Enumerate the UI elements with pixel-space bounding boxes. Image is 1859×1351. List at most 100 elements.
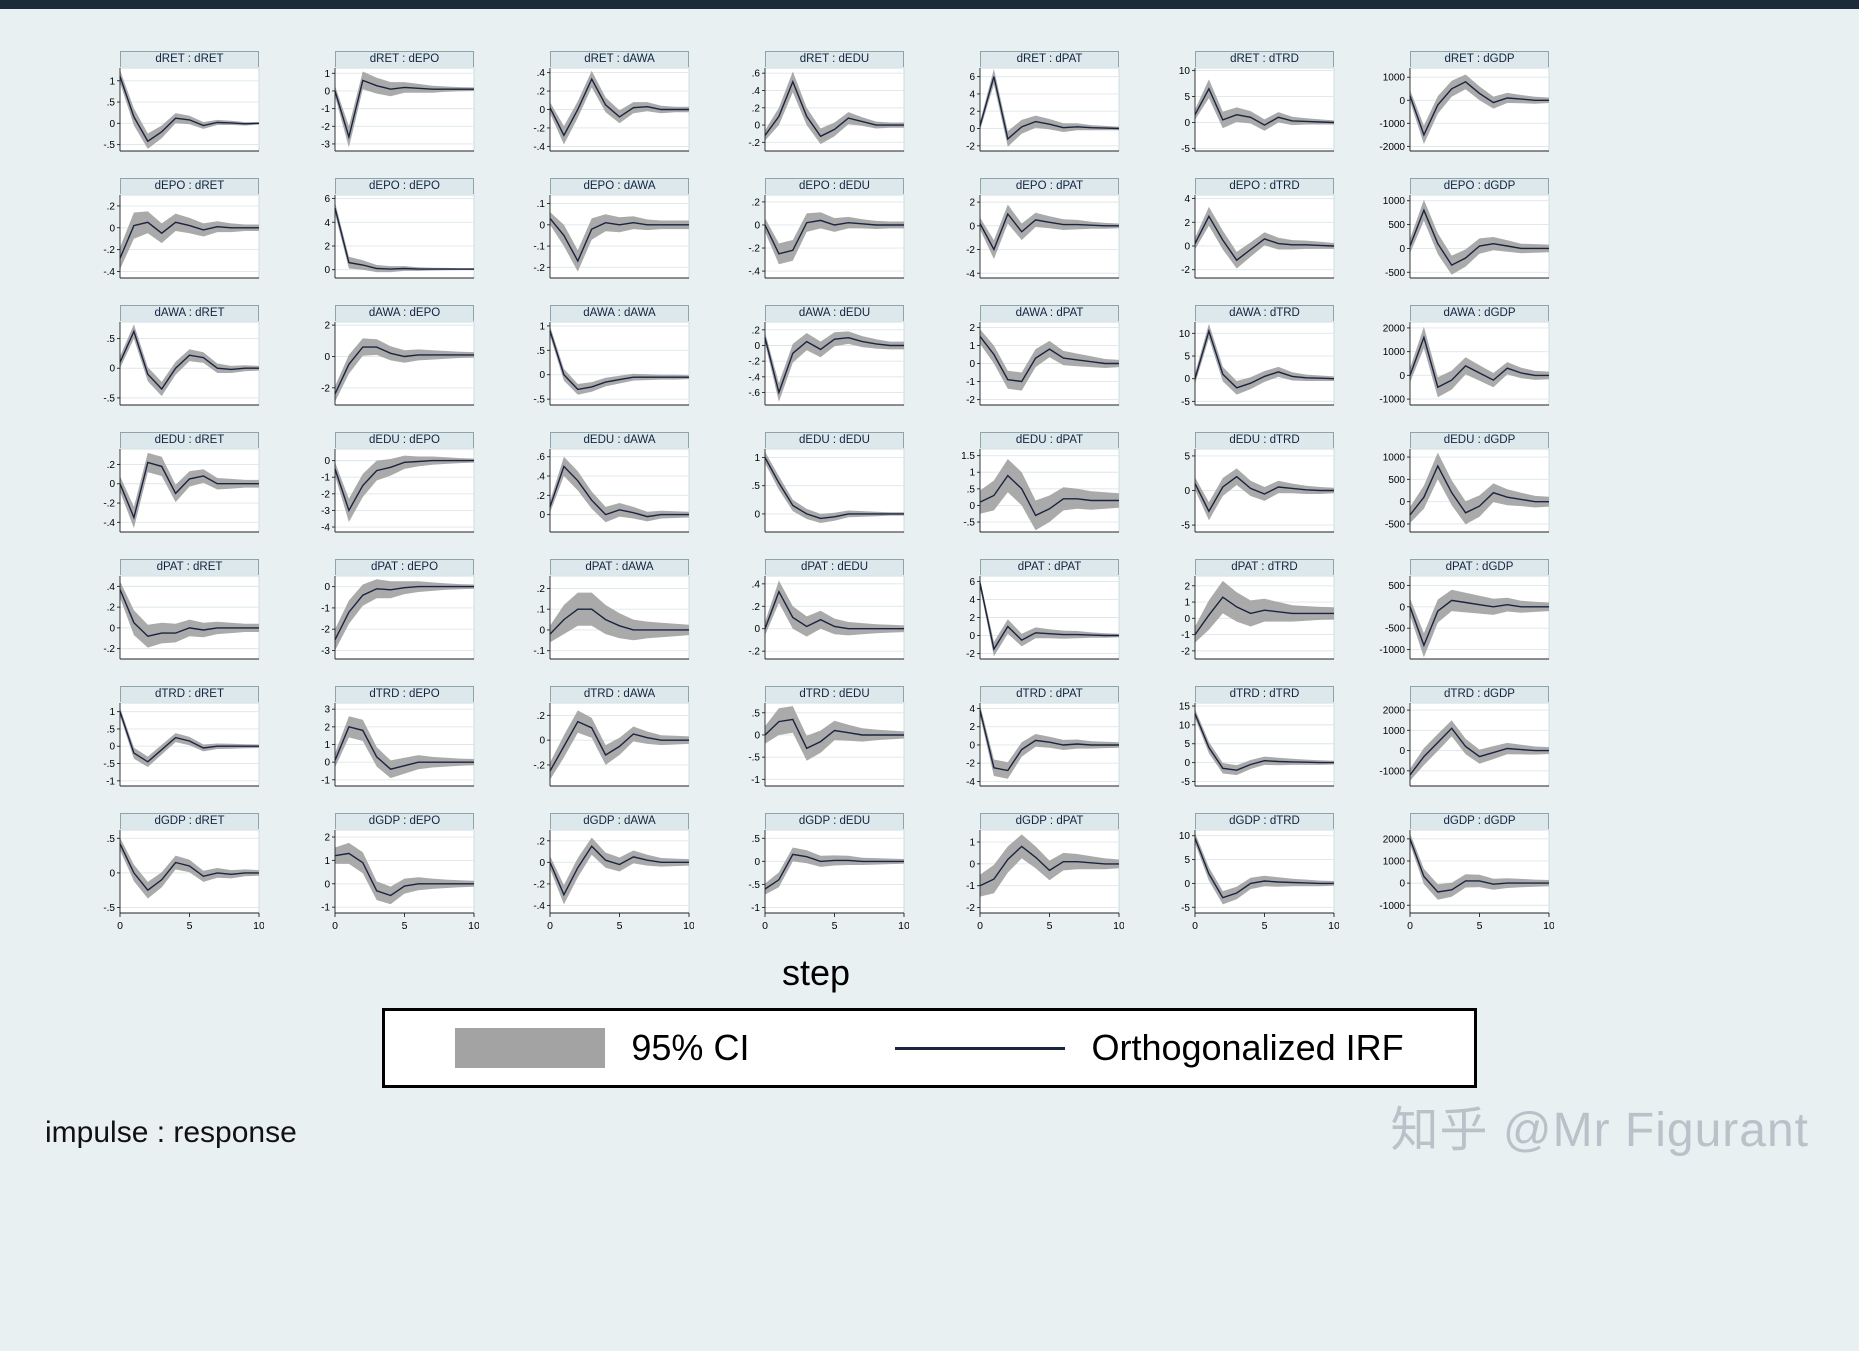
panel-title: dRET : dGDP [1410,51,1549,67]
svg-text:0: 0 [539,220,545,231]
svg-text:.5: .5 [752,708,761,719]
svg-text:-1: -1 [751,775,760,786]
svg-text:1.5: 1.5 [961,451,975,462]
svg-text:0: 0 [332,920,338,932]
panel-plot: 1 .5 0 -.5 [103,67,260,152]
svg-text:10: 10 [468,920,479,932]
svg-text:-3: -3 [321,646,330,657]
panel-plot: 1 .5 0 -.5 [533,321,690,406]
panel-plot: 2000 1000 0 -1000 [1379,702,1550,787]
svg-text:5: 5 [1184,739,1190,750]
svg-text:0: 0 [969,124,975,135]
svg-text:-1: -1 [321,775,330,786]
svg-text:.5: .5 [107,724,116,735]
svg-text:4: 4 [1184,194,1190,205]
svg-text:0: 0 [969,221,975,232]
svg-text:0: 0 [324,758,330,769]
ci-label: 95% CI [631,1027,750,1068]
svg-text:5: 5 [1184,855,1190,866]
svg-text:0: 0 [1184,879,1190,890]
svg-text:0: 0 [324,456,330,467]
svg-text:-2: -2 [966,395,975,406]
svg-text:.1: .1 [537,605,546,616]
irf-panel: dAWA : dEPO 2 0 -2 [293,305,479,422]
panel-title: dTRD : dPAT [980,686,1119,702]
svg-text:.4: .4 [537,68,546,79]
svg-text:5: 5 [1184,352,1190,363]
svg-text:2: 2 [324,321,330,332]
panel-plot: 6 4 2 0 -2 [966,67,1120,152]
svg-text:6: 6 [324,194,330,205]
panel-title: dGDP : dGDP [1410,813,1549,829]
irf-panel: dRET : dAWA .4 .2 0 -.2 -.4 [508,51,694,168]
irf-panel: dRET : dGDP 1000 0 -1000 -2000 [1368,51,1554,168]
svg-text:0: 0 [969,631,975,642]
svg-text:0: 0 [539,105,545,116]
panel-title: dPAT : dAWA [550,559,689,575]
svg-text:0: 0 [1184,118,1190,129]
panel-plot: 0 -1 -2 -3 -4 [321,448,475,534]
svg-text:0: 0 [1407,920,1413,932]
svg-text:.2: .2 [537,87,546,98]
svg-text:.5: .5 [752,481,761,492]
svg-text:5: 5 [1047,920,1053,932]
svg-text:0: 0 [1399,746,1405,757]
svg-text:10: 10 [1179,329,1191,340]
window-top-bar [0,0,1859,9]
svg-text:0: 0 [969,359,975,370]
panel-plot: 10 5 0 -5 [1179,66,1335,155]
irf-panel: dPAT : dPAT 6 4 2 0 -2 [938,559,1124,676]
svg-text:0: 0 [754,624,760,635]
panel-title: dEPO : dPAT [980,178,1119,194]
svg-text:-1000: -1000 [1379,395,1405,406]
svg-text:4: 4 [969,704,975,715]
svg-text:-2: -2 [1181,265,1190,276]
svg-text:0: 0 [1399,96,1405,107]
svg-text:1: 1 [539,321,545,332]
panel-plot: 2 0 -2 -4 [966,194,1120,280]
svg-text:2000: 2000 [1383,706,1406,717]
svg-text:-1: -1 [321,903,330,914]
irf-panel: dEDU : dEPO 0 -1 -2 -3 -4 [293,432,479,549]
svg-text:0: 0 [969,859,975,870]
legend-wrap: 95% CI Orthogonalized IRF [0,1008,1859,1088]
svg-text:2000: 2000 [1383,834,1406,845]
panel-title: dGDP : dTRD [1195,813,1334,829]
svg-text:10: 10 [1328,920,1339,932]
irf-panel: dTRD : dPAT 4 2 0 -2 -4 [938,686,1124,803]
svg-text:10: 10 [1179,67,1191,77]
svg-text:0: 0 [754,341,760,352]
irf-panel: dEPO : dEDU .2 0 -.2 -.4 [723,178,909,295]
svg-text:0: 0 [762,920,768,932]
panel-title: dEPO : dTRD [1195,178,1334,194]
panel-title: dTRD : dAWA [550,686,689,702]
svg-text:0: 0 [754,121,760,132]
svg-text:1000: 1000 [1383,347,1406,358]
irf-panel: dAWA : dRET .5 0 -.5 [78,305,264,422]
svg-text:-2000: -2000 [1379,142,1405,153]
panel-title: dRET : dEDU [765,51,904,67]
panel-title: dAWA : dTRD [1195,305,1334,321]
svg-text:2: 2 [1184,218,1190,229]
panel-title: dRET : dEPO [335,51,474,67]
svg-text:500: 500 [1388,220,1405,231]
svg-text:-5: -5 [1181,397,1190,408]
irf-panel: dGDP : dTRD 10 5 0 -5 0 5 10 [1153,813,1340,946]
irf-panel: dPAT : dGDP 500 0 -500 -1000 [1368,559,1554,676]
irf-panel: dEDU : dTRD 5 0 -5 [1153,432,1339,549]
panel-plot: .2 0 -.2 -.4 [103,448,260,533]
panel-plot: 1000 0 -1000 -2000 [1379,67,1550,153]
irf-panel: dTRD : dEPO 3 2 1 0 -1 [293,686,479,803]
panel-title: dEPO : dEPO [335,178,474,194]
svg-text:2: 2 [969,323,975,334]
svg-text:0: 0 [109,742,115,753]
svg-text:.2: .2 [537,836,546,847]
panel-title: dRET : dRET [120,51,259,67]
svg-text:0: 0 [109,119,115,130]
svg-text:.4: .4 [752,86,761,97]
svg-text:0: 0 [977,920,983,932]
svg-text:.4: .4 [537,472,546,483]
svg-text:0: 0 [324,879,330,890]
svg-text:-.2: -.2 [533,879,545,890]
